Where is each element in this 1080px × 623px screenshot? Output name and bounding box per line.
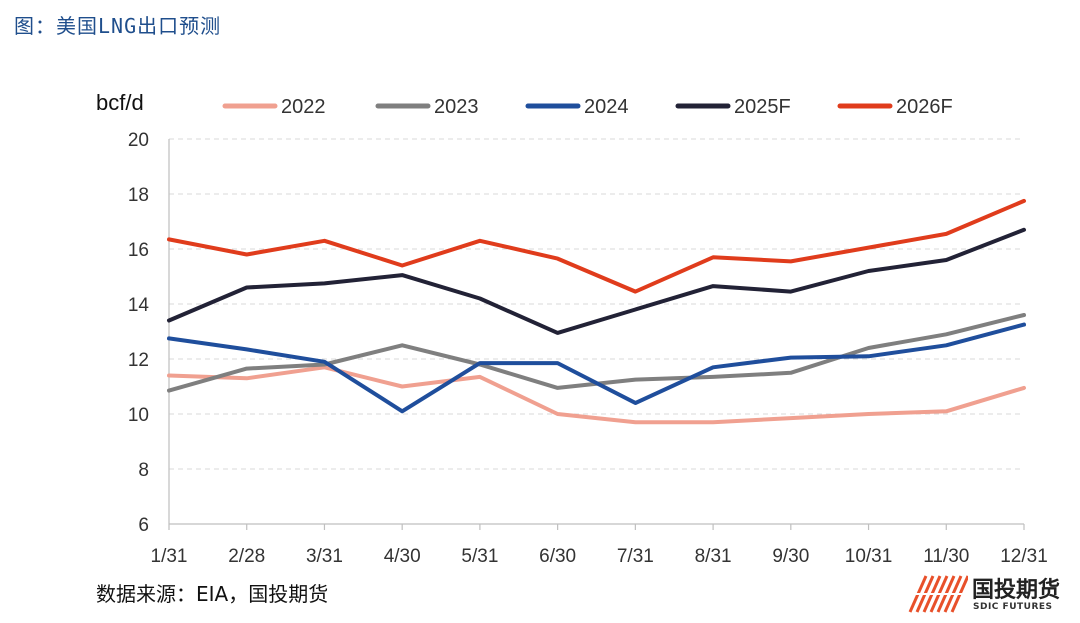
x-tick-label: 8/31: [695, 546, 732, 567]
x-tick-label: 12/31: [1000, 546, 1048, 567]
axes: [168, 139, 1025, 530]
y-tick-label: 18: [128, 185, 149, 206]
legend: 2022 2023 2024 2025F 2026F: [222, 96, 953, 118]
company-logo: 国投期货 SDIC FUTURES: [906, 570, 1076, 620]
legend-label: 2024: [584, 96, 629, 118]
y-tick-label: 6: [138, 515, 149, 536]
y-axis-label: bcf/d: [96, 90, 144, 115]
y-tick-label: 12: [128, 350, 149, 371]
y-tick-label: 14: [128, 295, 150, 316]
source-note: 数据来源：EIA，国投期货: [96, 582, 329, 606]
x-tick-label: 3/31: [306, 546, 343, 567]
x-tick-label: 5/31: [461, 546, 498, 567]
y-tick-label: 8: [138, 460, 149, 481]
logo-name-cn: 国投期货: [972, 578, 1061, 603]
y-tick-label: 10: [128, 405, 149, 426]
x-tick-label: 10/31: [845, 546, 893, 567]
series-line-2025f: [167, 227, 1026, 335]
x-tick-labels: 1/31 2/28 3/31 4/30 5/31 6/30 7/31 8/31 9/30 10/3…: [151, 546, 1048, 567]
y-tick-label: 20: [128, 130, 149, 151]
x-tick-label: 7/31: [617, 546, 654, 567]
x-tick-label: 1/31: [151, 546, 188, 567]
series-line-2022: [167, 365, 1026, 425]
y-tick-labels: 6 8 10 12 14 16 18 20: [128, 130, 150, 536]
x-tick-label: 11/30: [923, 546, 969, 567]
x-tick-label: 4/30: [384, 546, 421, 567]
series-lines: [167, 198, 1026, 425]
figure-title: 图：美国LNG出口预测: [14, 14, 222, 38]
legend-label: 2023: [434, 96, 479, 118]
legend-label: 2026F: [896, 96, 953, 118]
series-line-2026f: [167, 198, 1026, 294]
x-tick-label: 9/30: [772, 546, 809, 567]
sdic-logo-icon: [908, 575, 968, 613]
y-tick-label: 16: [128, 240, 149, 261]
x-tick-label: 6/30: [539, 546, 576, 567]
x-tick-label: 2/28: [228, 546, 265, 567]
series-line-2024: [167, 322, 1026, 414]
logo-name-en: SDIC FUTURES: [973, 602, 1053, 612]
legend-label: 2025F: [734, 96, 791, 118]
legend-label: 2022: [281, 96, 326, 118]
